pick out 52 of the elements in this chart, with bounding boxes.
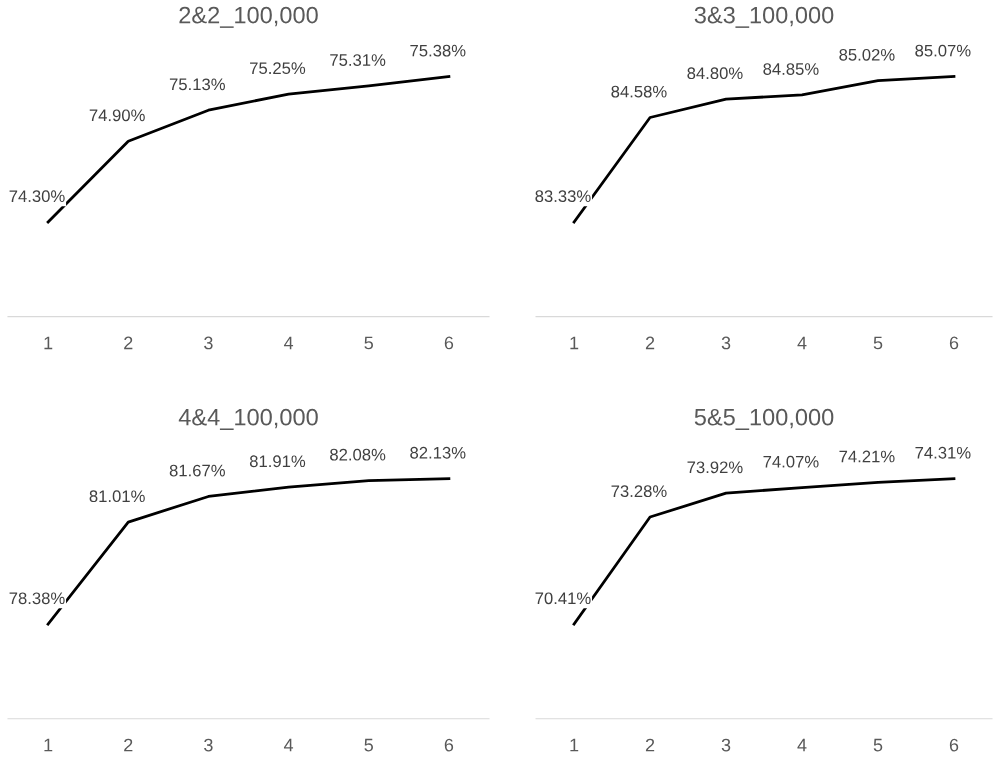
chart-title: 2&2_100,000	[179, 6, 318, 28]
x-tick-label: 1	[570, 336, 579, 350]
data-label: 74.31%	[915, 446, 971, 459]
x-tick-label: 4	[283, 738, 294, 752]
chart-title: 3&3_100,000	[694, 6, 834, 28]
x-tick-label: 5	[873, 336, 883, 350]
data-label: 84.85%	[763, 63, 819, 75]
data-label: 82.08%	[330, 448, 386, 461]
data-label: 70.41%	[535, 592, 591, 605]
data-label: 81.91%	[249, 455, 306, 468]
x-tick-label: 4	[283, 336, 294, 350]
x-tick-label: 3	[721, 738, 731, 752]
data-label: 85.07%	[915, 44, 971, 57]
x-tick-label: 3	[204, 738, 213, 752]
x-tick-label: 3	[721, 336, 731, 350]
x-tick-label: 6	[949, 336, 959, 350]
x-tick-label: 5	[873, 738, 883, 752]
x-tick-label: 2	[645, 336, 655, 350]
x-tick-label: 5	[364, 738, 373, 752]
x-tick-label: 2	[645, 738, 655, 752]
data-label: 75.25%	[250, 62, 306, 75]
x-tick-label: 1	[44, 336, 53, 350]
x-tick-label: 4	[797, 738, 807, 752]
x-tick-label: 2	[124, 336, 133, 350]
data-label: 74.30%	[9, 190, 65, 203]
data-label: 74.90%	[89, 109, 145, 122]
data-label: 75.13%	[169, 78, 225, 91]
data-label: 83.33%	[535, 190, 591, 203]
x-tick-label: 6	[949, 738, 959, 752]
data-label: 73.28%	[611, 485, 667, 498]
data-label: 75.38%	[410, 44, 466, 57]
data-label: 84.80%	[687, 67, 743, 80]
x-tick-label: 2	[124, 738, 133, 752]
data-label: 85.02%	[839, 48, 895, 61]
data-label: 84.58%	[611, 85, 667, 98]
data-label: 82.13%	[410, 446, 466, 459]
data-label: 81.67%	[169, 464, 225, 477]
x-tick-label: 6	[444, 336, 454, 350]
data-label: 81.01%	[89, 490, 145, 503]
data-label: 78.38%	[9, 592, 65, 605]
data-label: 74.07%	[763, 455, 819, 468]
data-label: 74.21%	[839, 450, 895, 463]
x-tick-label: 4	[797, 336, 807, 350]
x-tick-label: 5	[364, 336, 373, 350]
chart-title: 5&5_100,000	[694, 408, 834, 430]
data-label: 75.31%	[330, 54, 386, 66]
x-tick-label: 3	[204, 336, 213, 350]
chart-title: 4&4_100,000	[178, 408, 318, 430]
data-label: 73.92%	[687, 461, 743, 474]
x-tick-label: 1	[570, 738, 579, 752]
x-tick-label: 1	[44, 738, 53, 752]
x-tick-label: 6	[444, 738, 454, 752]
